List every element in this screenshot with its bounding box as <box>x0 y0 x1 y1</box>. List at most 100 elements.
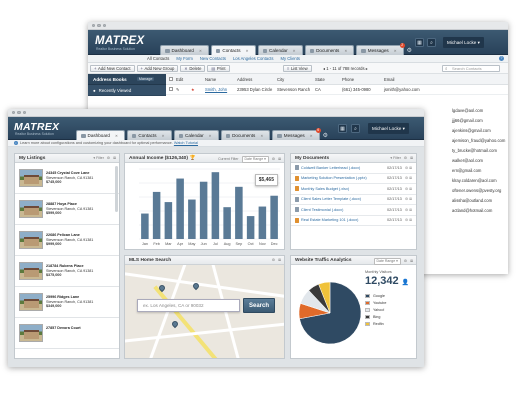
col-state[interactable]: State <box>315 76 325 82</box>
tab-messages[interactable]: Messages ✕ 6 <box>272 128 321 140</box>
bar[interactable] <box>223 207 231 239</box>
select-all-checkbox[interactable] <box>169 76 173 81</box>
pie-slice[interactable] <box>318 281 331 314</box>
date-range-dropdown[interactable]: Date Range ▾ <box>241 156 269 163</box>
zoom-dot[interactable] <box>102 24 107 28</box>
print-button[interactable]: ▤ Print <box>207 64 230 72</box>
document-link[interactable]: Coldwell Banker Letterhead (.docx) <box>301 165 361 170</box>
document-link[interactable]: Client Testimonial (.docx) <box>301 207 344 212</box>
edit-icon[interactable]: ✎ <box>176 87 180 92</box>
grid-icon[interactable]: ▦ <box>415 38 424 47</box>
grid-icon[interactable]: ▦ <box>338 124 347 133</box>
table-row[interactable]: ✎ ★ Smith, John 23953 Dylan Circle Steve… <box>166 85 508 95</box>
bar[interactable] <box>270 195 278 239</box>
filter-button[interactable]: ▾ Filter <box>93 156 104 160</box>
document-actions[interactable]: ⚙ ⊠ <box>405 165 413 170</box>
close-icon[interactable]: ✕ <box>309 133 313 138</box>
bar[interactable] <box>258 206 267 239</box>
col-address[interactable]: Address <box>237 76 253 82</box>
search-contacts-input[interactable]: ⌕ Search Contacts <box>442 65 500 72</box>
tab-dashboard[interactable]: Dashboard ✕ <box>76 130 125 140</box>
star-icon[interactable]: ★ <box>191 87 195 92</box>
close-icon[interactable]: ✕ <box>260 133 264 138</box>
house-photo[interactable] <box>19 262 43 280</box>
minimize-dot[interactable] <box>17 111 21 115</box>
bar[interactable] <box>211 172 220 239</box>
date-range-dropdown[interactable]: Date Range ▾ <box>373 258 401 265</box>
listing-item[interactable]: 22686 Pelican Lane Stevenson Ranch, CA 91… <box>15 225 119 256</box>
house-photo[interactable] <box>19 169 43 187</box>
minimize-dot[interactable] <box>97 24 101 28</box>
tab-dashboard[interactable]: Dashboard ✕ <box>160 45 209 55</box>
close-icon[interactable]: ⊠ <box>113 156 116 160</box>
pie-slice[interactable] <box>299 281 362 345</box>
close-dot[interactable] <box>92 24 96 28</box>
search-icon[interactable]: ⌕ <box>427 38 436 47</box>
col-edit[interactable]: Edit <box>176 76 184 82</box>
document-item[interactable]: Client Testimonial (.docx) 02/17/13 ⚙ ⊠ <box>291 205 416 216</box>
close-icon[interactable]: ✕ <box>344 48 348 53</box>
subnav-la-contacts[interactable]: Los Angeles Contacts <box>232 56 274 61</box>
gear-icon[interactable]: ⚙ <box>403 259 408 264</box>
filter-button[interactable]: ▾ Filter <box>390 156 401 160</box>
subnav-my-clients[interactable]: My Clients <box>280 56 300 61</box>
col-name[interactable]: Name <box>205 76 217 82</box>
map[interactable]: ex. Los Angeles, CA or 90032 Search <box>125 265 284 358</box>
manage-button[interactable]: Manage <box>136 77 155 81</box>
document-actions[interactable]: ⚙ ⊠ <box>405 186 413 191</box>
search-icon[interactable]: ⌕ <box>351 124 360 133</box>
watch-tutorial-link[interactable]: Watch Tutorial <box>173 141 199 145</box>
subnav-my-form[interactable]: My Form <box>176 56 193 61</box>
tab-contacts[interactable]: Contacts ✕ <box>210 45 256 55</box>
close-icon[interactable]: ✕ <box>161 133 165 138</box>
close-icon[interactable]: ⊠ <box>410 156 413 160</box>
gear-icon[interactable]: ⚙ <box>403 156 408 160</box>
document-link[interactable]: Real Estate Marketing 101 (.docx) <box>301 218 359 223</box>
tab-calendar[interactable]: Calendar ✕ <box>173 130 219 140</box>
add-group-button[interactable]: + Add New Group <box>136 64 179 72</box>
tab-documents[interactable]: Documents ✕ <box>220 130 271 140</box>
contact-name-link[interactable]: Smith, John <box>205 87 228 92</box>
house-photo[interactable] <box>19 231 43 249</box>
col-phone[interactable]: Phone <box>342 76 355 82</box>
document-actions[interactable]: ⚙ ⊠ <box>405 207 413 212</box>
add-contact-button[interactable]: + Add New Contact <box>90 64 135 72</box>
col-email[interactable]: Email <box>384 76 395 82</box>
close-icon[interactable]: ⊠ <box>278 157 281 162</box>
mls-search-button[interactable]: Search <box>243 298 275 313</box>
document-link[interactable]: Marketing Solution Presentation (.pptx) <box>301 176 367 181</box>
scrollbar[interactable] <box>115 166 118 212</box>
close-dot[interactable] <box>12 111 16 115</box>
house-photo[interactable] <box>19 324 43 342</box>
close-icon[interactable]: ✕ <box>114 133 118 138</box>
close-icon[interactable]: ⊠ <box>278 258 281 262</box>
tab-messages[interactable]: Messages ✕ 2 <box>356 43 405 55</box>
bar[interactable] <box>152 191 161 239</box>
tab-calendar[interactable]: Calendar ✕ <box>257 45 303 55</box>
close-icon[interactable]: ✕ <box>393 48 397 53</box>
help-icon[interactable]: ? <box>499 56 504 61</box>
document-actions[interactable]: ⚙ ⊠ <box>405 197 413 202</box>
document-actions[interactable]: ⚙ ⊠ <box>405 176 413 181</box>
close-icon[interactable]: ✕ <box>198 48 202 53</box>
document-item[interactable]: Real Estate Marketing 101 (.docx) 02/17/1… <box>291 216 416 226</box>
recently-viewed-item[interactable]: ● Recently Viewed <box>88 85 166 95</box>
document-item[interactable]: Monthly Sales Budget (.xlsx) 02/17/13 ⚙ ⊠ <box>291 184 416 195</box>
bar[interactable] <box>176 178 184 239</box>
document-link[interactable]: Monthly Sales Budget (.xlsx) <box>301 186 350 191</box>
tab-documents[interactable]: Documents ✕ <box>304 45 355 55</box>
document-item[interactable]: Marketing Solution Presentation (.pptx) 0… <box>291 174 416 184</box>
user-menu[interactable]: Michael Locke ▾ <box>443 37 484 48</box>
close-icon[interactable]: ✕ <box>292 48 296 53</box>
house-photo[interactable] <box>19 200 43 218</box>
bar[interactable] <box>199 181 208 239</box>
delete-button[interactable]: ✕ Delete <box>180 64 206 72</box>
row-checkbox[interactable] <box>169 87 173 91</box>
listing-item[interactable]: 27857 Devora Court <box>15 318 119 349</box>
bar[interactable] <box>235 186 243 239</box>
gear-icon[interactable]: ⚙ <box>271 157 276 162</box>
gear-icon[interactable]: ⚙ <box>271 258 276 262</box>
subnav-all-contacts[interactable]: All Contacts <box>147 56 170 61</box>
close-icon[interactable]: ✕ <box>208 133 212 138</box>
bar[interactable] <box>188 199 196 239</box>
